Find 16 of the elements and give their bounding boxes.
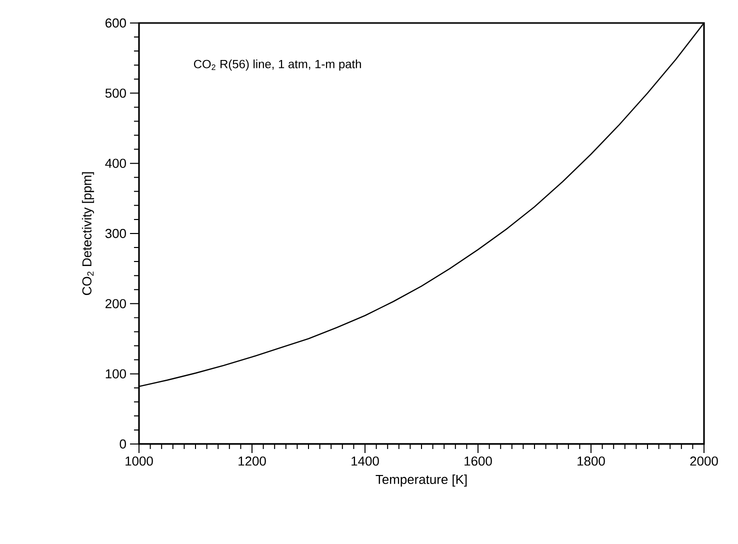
x-tick-label: 1200 <box>238 456 266 466</box>
annotation: CO$_{2}$ R(56) line, 1 atm, 1-m path <box>194 60 361 71</box>
x-tick-label: 1000 <box>126 456 153 466</box>
y-tick-label: 600 <box>106 18 126 28</box>
x-axis-title: Temperature [K] <box>376 474 467 487</box>
x-tick-label: 1400 <box>352 456 379 466</box>
x-tick-label: 1800 <box>578 456 605 466</box>
y-tick-label: 500 <box>105 88 126 98</box>
y-tick-label: 300 <box>105 228 126 238</box>
y-tick-label: 200 <box>106 299 126 308</box>
x-tick-label: 1600 <box>464 456 492 466</box>
y-tick-label: 0 <box>120 439 126 449</box>
y-tick-label: 400 <box>105 158 126 168</box>
x-tick-label: 2000 <box>690 456 718 466</box>
y-axis-title: CO$_{2}$ Detectivity [ppm] <box>82 172 94 295</box>
y-tick-label: 100 <box>106 369 126 378</box>
